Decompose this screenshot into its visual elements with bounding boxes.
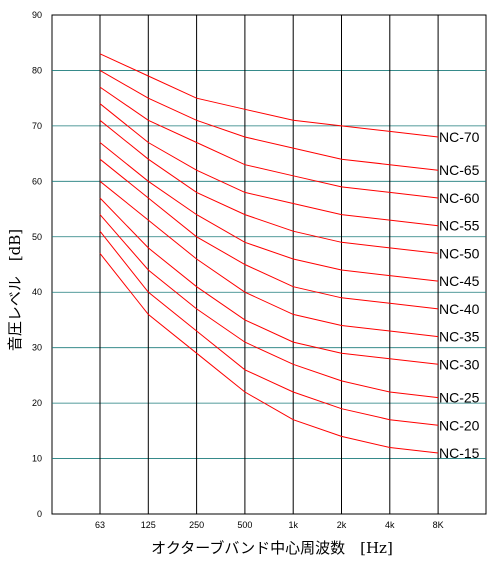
series-label-nc-30: NC-30 [439,356,480,372]
series-line-nc-25 [99,214,439,399]
series-line-nc-40 [99,158,439,310]
y-tick-label: 80 [32,65,42,75]
series-label-nc-25: NC-25 [439,390,480,406]
y-tick-label: 50 [32,232,42,242]
x-axis-title: オクターブバンド中心周波数 [Hz] [151,539,393,557]
y-tick-label: 40 [32,287,42,297]
series-label-nc-40: NC-40 [439,301,480,317]
y-tick-label: 70 [32,121,42,131]
y-tick-label: 30 [32,343,42,353]
series-label-nc-20: NC-20 [439,417,480,433]
y-tick-label: 90 [32,10,42,20]
series-label-nc-65: NC-65 [439,162,480,178]
series-label-nc-50: NC-50 [439,245,480,261]
series-line-nc-70 [99,53,439,138]
series-label-nc-60: NC-60 [439,190,480,206]
series-label-nc-55: NC-55 [439,218,480,234]
x-tick-label: 1k [288,520,298,530]
series-label-nc-15: NC-15 [439,445,480,461]
series-label-nc-35: NC-35 [439,329,480,345]
x-tick-label: 8K [433,520,444,530]
grid-layer [51,14,487,515]
x-tick-label: 2k [337,520,347,530]
x-tick-label: 250 [189,520,204,530]
x-tick-label: 4k [385,520,395,530]
series-line-nc-50 [99,119,439,254]
y-tick-label: 0 [37,509,42,519]
series-line-nc-35 [99,180,439,338]
series-line-nc-20 [99,230,439,426]
series-line-nc-65 [99,69,439,171]
y-axis-title: 音圧レベル [dB] [6,229,24,351]
x-tick-label: 125 [141,520,156,530]
series-line-nc-60 [99,86,439,199]
y-tick-label: 10 [32,454,42,464]
series-label-layer: NC-70 NC-65 NC-60 NC-55 NC-50 NC-45 NC-40 NC-35… [439,129,480,461]
series-label-nc-70: NC-70 [439,129,480,145]
series-label-nc-45: NC-45 [439,273,480,289]
series-line-nc-55 [99,103,439,227]
y-tick-label: 60 [32,176,42,186]
series-layer [99,53,439,454]
y-tick-label: 20 [32,398,42,408]
series-line-nc-45 [99,142,439,282]
x-tick-label: 63 [95,520,105,530]
series-line-nc-30 [99,197,439,365]
x-tick-label: 500 [237,520,252,530]
plot-frame [51,14,487,515]
tick-layer: 0 10 20 30 40 50 60 70 80 90 63 125 250 500 1k 2k 4k 8K [32,10,444,530]
series-line-nc-15 [99,253,439,454]
